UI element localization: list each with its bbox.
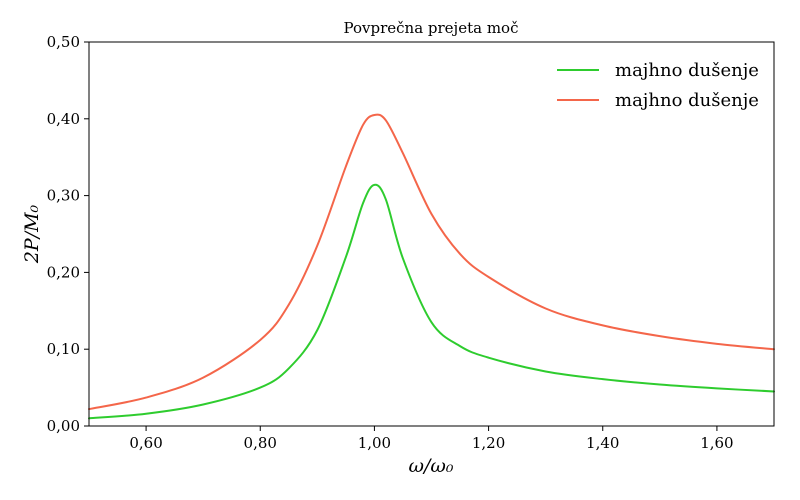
x-tick-label: 1,40 bbox=[586, 434, 619, 452]
x-tick-label: 1,00 bbox=[358, 434, 391, 452]
y-tick-label: 0,40 bbox=[47, 110, 80, 128]
x-axis-ticks: 0,60 0,80 1,00 1,20 1,40 1,60 bbox=[129, 426, 734, 452]
plot-frame bbox=[88, 41, 775, 427]
y-tick-label: 0,10 bbox=[47, 340, 80, 358]
y-tick-label: 0,50 bbox=[47, 33, 80, 51]
legend-label-2: majhno dušenje bbox=[615, 90, 759, 111]
legend-label-1: majhno dušenje bbox=[615, 60, 759, 81]
y-tick-label: 0,30 bbox=[47, 187, 80, 205]
y-tick-label: 0,20 bbox=[47, 263, 80, 281]
x-tick-label: 1,20 bbox=[472, 434, 505, 452]
y-axis-ticks: 0,00 0,10 0,20 0,30 0,40 0,50 bbox=[47, 33, 89, 435]
series-line-1 bbox=[88, 183, 775, 420]
x-tick-label: 1,60 bbox=[700, 434, 733, 452]
legend: majhno dušenje majhno dušenje bbox=[557, 60, 759, 111]
y-axis-label: 2P/M₀ bbox=[21, 204, 43, 264]
series-line-2 bbox=[88, 113, 775, 411]
x-tick-label: 0,80 bbox=[244, 434, 277, 452]
x-tick-label: 0,60 bbox=[129, 434, 162, 452]
series-layer bbox=[88, 113, 775, 420]
chart-title: Povprečna prejeta moč bbox=[344, 19, 519, 37]
y-tick-label: 0,00 bbox=[47, 417, 80, 435]
x-axis-label: ω/ω₀ bbox=[408, 455, 453, 477]
